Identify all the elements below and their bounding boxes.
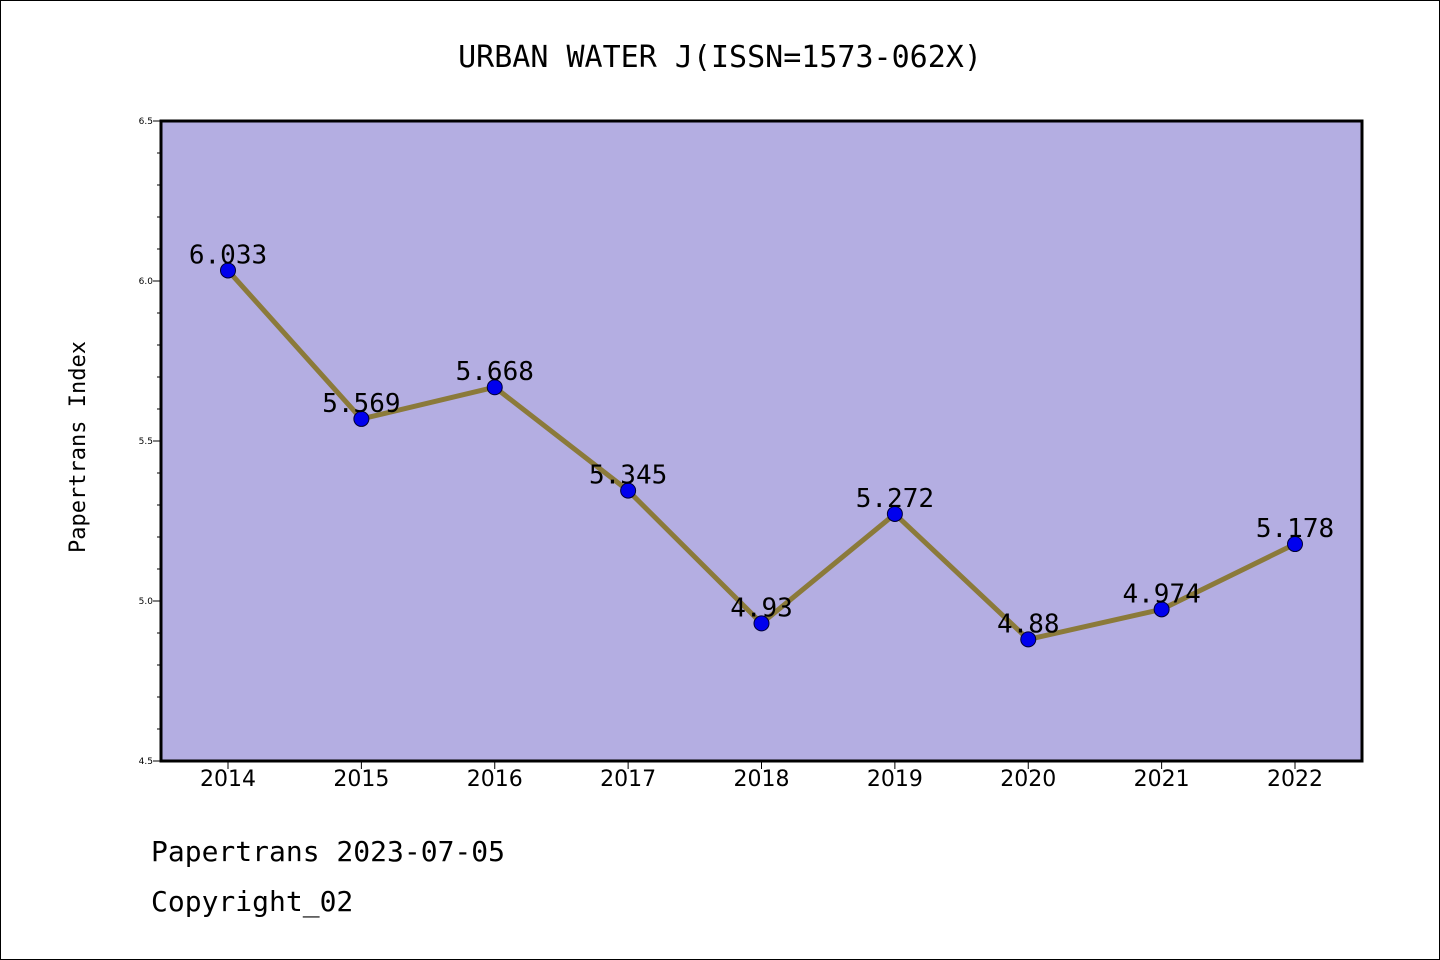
y-tick-label: 6.0 (139, 277, 154, 287)
data-labels: 6.033 5.569 5.668 5.345 4.93 5.272 4.88 4.974 5.… (189, 240, 1334, 639)
y-tick-label: 5.5 (139, 437, 153, 447)
data-point (886, 505, 903, 522)
x-tick-label: 2018 (734, 767, 790, 792)
data-label: 4.88 (997, 609, 1060, 639)
data-point (1020, 631, 1037, 648)
x-tick-label: 2016 (467, 767, 523, 792)
data-label: 5.272 (856, 484, 934, 514)
plot-border (159, 119, 1364, 763)
x-tick-label: 2021 (1134, 767, 1190, 792)
plot-area (161, 121, 1362, 761)
y-axis-label: Papertrans Index (66, 341, 91, 553)
axes: 4.5 5.0 5.5 6.0 6.5 2014 2015 2016 2017 2018 2019 2… (139, 117, 1323, 792)
data-point (1153, 601, 1170, 618)
data-label: 5.668 (456, 357, 534, 387)
x-tick-label: 2017 (600, 767, 656, 792)
data-point (353, 410, 370, 427)
x-tick-label: 2015 (333, 767, 389, 792)
x-tick-label: 2014 (200, 767, 256, 792)
x-tick-label: 2019 (867, 767, 923, 792)
data-points (220, 262, 1303, 648)
data-label: 5.178 (1256, 514, 1334, 544)
data-point (753, 615, 770, 632)
x-tick-label: 2020 (1000, 767, 1056, 792)
data-point (220, 262, 236, 279)
x-tick-label: 2022 (1267, 767, 1323, 792)
data-label: 4.974 (1122, 579, 1200, 609)
data-label: 5.569 (322, 389, 400, 419)
chart-title: URBAN WATER J(ISSN=1573-062X) (458, 40, 982, 75)
data-point (486, 379, 503, 396)
y-tick-label: 5.0 (139, 597, 154, 607)
y-tick-label: 4.5 (139, 757, 153, 767)
data-label: 4.93 (730, 593, 793, 623)
data-label: 6.033 (189, 240, 267, 270)
y-tick-label: 6.5 (139, 117, 153, 127)
data-point (620, 482, 637, 499)
footer-copyright-text: Copyright_02 (151, 885, 354, 918)
data-label: 5.345 (589, 461, 667, 491)
footer-date-text: Papertrans 2023-07-05 (151, 835, 506, 868)
data-point (1287, 536, 1303, 553)
